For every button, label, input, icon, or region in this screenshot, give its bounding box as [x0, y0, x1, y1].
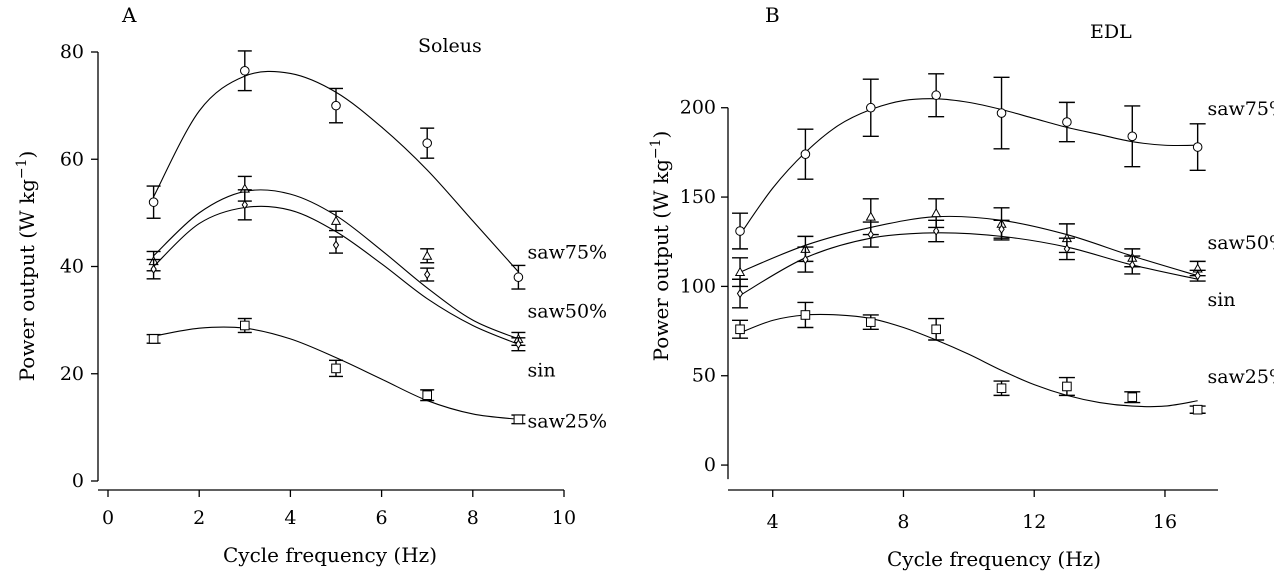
- data-point-square: [331, 363, 341, 374]
- data-point-circle: [865, 102, 876, 113]
- data-point-circle: [1062, 117, 1072, 127]
- panel-b: 4 8 12 16 0 50 100 150 200 Cycle frequency (Hz) Po…: [648, 3, 1274, 571]
- data-point-diamond: [1194, 270, 1201, 281]
- data-point-diamond: [867, 229, 874, 240]
- data-point-square: [148, 334, 159, 344]
- data-point-square: [996, 383, 1007, 394]
- series-label: saw75%: [1207, 98, 1274, 120]
- data-point-triangle: [734, 266, 746, 277]
- data-point-circle: [800, 149, 811, 159]
- data-point-triangle: [931, 207, 942, 218]
- data-point-diamond: [802, 254, 809, 265]
- data-point-diamond: [932, 226, 940, 236]
- data-point-circle: [148, 197, 159, 207]
- data-point-circle: [422, 138, 433, 148]
- fit-curve-sin: [739, 232, 1198, 296]
- fit-curve-saw25: [739, 313, 1198, 408]
- data-point-diamond: [150, 264, 157, 274]
- data-point-square: [865, 317, 876, 327]
- data-point-diamond: [241, 200, 248, 210]
- data-point-diamond: [1129, 260, 1136, 270]
- x-tick-label: 12: [1022, 511, 1046, 533]
- series-saw50: [146, 175, 526, 347]
- data-point-triangle: [330, 215, 342, 225]
- series-label: saw75%: [528, 241, 608, 263]
- chart-title: EDL: [1090, 21, 1132, 43]
- data-point-square: [800, 310, 811, 320]
- panel-letter: B: [765, 3, 780, 27]
- y-tick-label: 150: [680, 186, 716, 208]
- x-axis-label: Cycle frequency (Hz): [887, 547, 1101, 571]
- data-point-square: [513, 414, 524, 425]
- data-point-square: [1062, 381, 1072, 392]
- data-point-circle: [331, 100, 341, 111]
- series-saw75: [146, 50, 526, 290]
- y-axis-label: Power output (W kg−1): [14, 151, 39, 382]
- data-point-diamond: [736, 288, 744, 299]
- series-label: saw50%: [528, 300, 608, 322]
- x-tick-label: 6: [376, 507, 388, 529]
- data-point-circle: [240, 65, 250, 76]
- series-label: sin: [1207, 289, 1235, 311]
- y-tick-label: 0: [704, 454, 716, 476]
- data-point-diamond: [424, 269, 431, 280]
- data-point-circle: [1127, 131, 1138, 142]
- data-point-square: [1127, 392, 1138, 402]
- series-saw25: [146, 317, 526, 425]
- y-tick-label: 200: [680, 97, 716, 119]
- panel-a: 0 2 4 6 8 10 0 20 40 60 80 Cycle frequency (Hz) Powe…: [14, 3, 607, 567]
- panel-letter: A: [121, 3, 137, 27]
- series-saw75: [732, 73, 1206, 250]
- series-label: saw50%: [1207, 232, 1274, 254]
- fit-curve-saw50: [739, 215, 1198, 277]
- x-tick-label: 4: [767, 511, 779, 533]
- data-point-circle: [735, 226, 745, 236]
- chart-title: Soleus: [418, 35, 482, 57]
- y-tick-label: 50: [692, 365, 716, 387]
- y-tick-label: 100: [680, 275, 716, 297]
- data-point-square: [931, 324, 941, 335]
- series-label: saw25%: [1207, 366, 1274, 388]
- y-tick-label: 80: [60, 41, 84, 63]
- y-tick-label: 60: [60, 148, 84, 170]
- data-point-square: [422, 390, 432, 400]
- series-sin: [732, 219, 1206, 309]
- y-tick-label: 20: [60, 363, 84, 385]
- y-tick-label: 0: [72, 470, 84, 492]
- data-point-square: [735, 324, 745, 335]
- x-tick-label: 8: [897, 511, 909, 533]
- x-tick-label: 4: [284, 507, 296, 529]
- fit-curve-saw75: [739, 98, 1198, 235]
- fit-curve-sin: [153, 205, 519, 345]
- x-tick-label: 16: [1153, 511, 1177, 533]
- x-tick-label: 10: [552, 507, 576, 529]
- data-point-square: [1192, 404, 1203, 415]
- x-tick-label: 8: [467, 507, 479, 529]
- data-point-circle: [996, 108, 1007, 118]
- data-point-diamond: [1063, 244, 1071, 254]
- y-axis-label: Power output (W kg−1): [648, 131, 673, 362]
- data-point-diamond: [515, 339, 522, 350]
- series-saw25: [732, 301, 1206, 415]
- series-label: saw25%: [528, 410, 608, 432]
- series-label: sin: [528, 359, 556, 381]
- data-point-triangle: [422, 250, 433, 260]
- data-point-triangle: [865, 211, 876, 221]
- x-tick-label: 2: [193, 507, 205, 529]
- data-point-circle: [513, 272, 524, 283]
- fit-curve-saw25: [153, 326, 519, 420]
- series-sin: [146, 189, 526, 352]
- x-axis-label: Cycle frequency (Hz): [223, 543, 437, 567]
- x-tick-label: 0: [102, 507, 114, 529]
- data-point-circle: [1192, 142, 1203, 152]
- data-point-diamond: [332, 240, 340, 250]
- y-tick-label: 40: [60, 256, 84, 278]
- data-point-diamond: [998, 224, 1005, 234]
- data-point-square: [240, 320, 250, 331]
- data-point-circle: [931, 90, 941, 101]
